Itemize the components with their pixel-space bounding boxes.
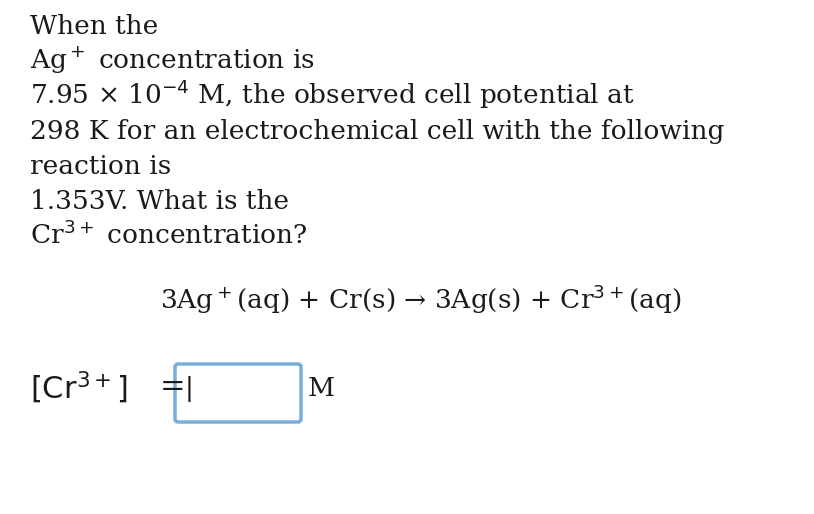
Text: |: | (185, 376, 194, 402)
Text: reaction is: reaction is (30, 154, 171, 179)
Text: =: = (160, 372, 186, 403)
Text: 3Ag$^+$(aq) + Cr(s) → 3Ag(s) + Cr$^{3+}$(aq): 3Ag$^+$(aq) + Cr(s) → 3Ag(s) + Cr$^{3+}$… (160, 283, 681, 316)
Text: Cr$^{3+}$ concentration?: Cr$^{3+}$ concentration? (30, 221, 308, 249)
Text: $\left[\mathrm{Cr}^{3+}\right]$: $\left[\mathrm{Cr}^{3+}\right]$ (30, 370, 128, 406)
Text: 298 K for an electrochemical cell with the following: 298 K for an electrochemical cell with t… (30, 119, 724, 144)
Text: 1.353V. What is the: 1.353V. What is the (30, 189, 289, 214)
Text: Ag$^+$ concentration is: Ag$^+$ concentration is (30, 45, 315, 76)
Text: When the: When the (30, 14, 158, 39)
Text: M: M (308, 376, 335, 401)
Text: 7.95 × 10$^{-4}$ M, the observed cell potential at: 7.95 × 10$^{-4}$ M, the observed cell po… (30, 78, 635, 111)
FancyBboxPatch shape (175, 364, 301, 422)
